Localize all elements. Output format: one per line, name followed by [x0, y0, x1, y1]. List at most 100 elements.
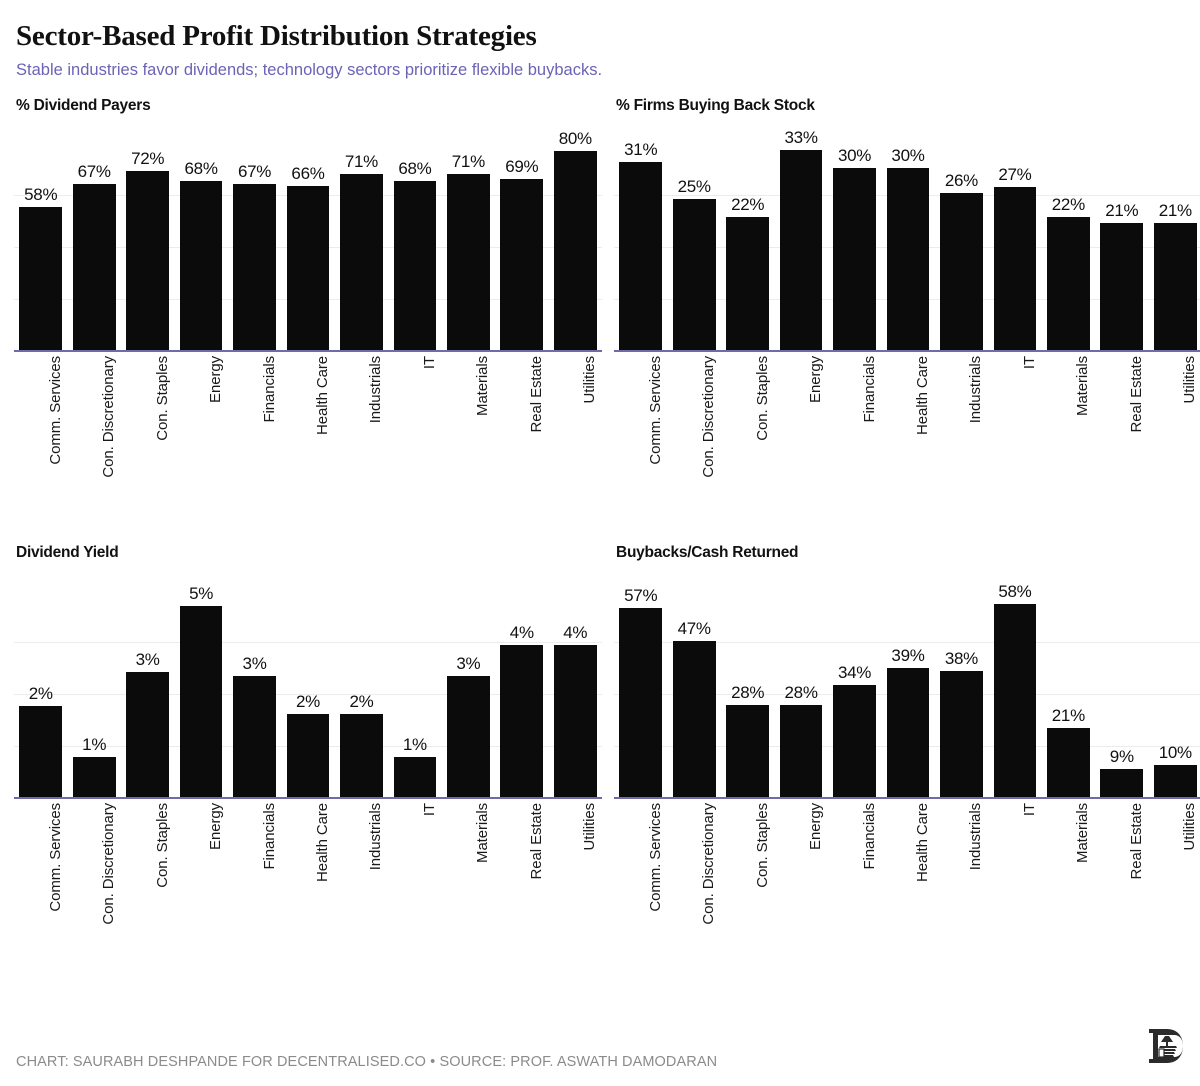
bar[interactable] [500, 178, 544, 352]
xaxis-tick-label: Energy [207, 802, 225, 850]
bar[interactable] [672, 198, 716, 352]
bar-value-label: 21% [1105, 201, 1139, 221]
bar[interactable] [500, 644, 544, 799]
bar[interactable] [886, 168, 930, 352]
bar-value-label: 34% [837, 662, 872, 682]
bar[interactable] [1153, 765, 1197, 799]
bar[interactable] [286, 714, 330, 799]
bar[interactable] [993, 604, 1037, 799]
xaxis-firms-buying-back-stock: Comm. Services Con. Discretionary Con. Sta… [614, 356, 1200, 526]
bar[interactable] [886, 668, 930, 799]
xaxis-tick: IT [988, 356, 1041, 526]
bar-group: 31% [614, 140, 667, 352]
bar[interactable] [446, 173, 490, 352]
bar[interactable] [833, 684, 876, 799]
bar-value-label: 4% [509, 622, 534, 642]
bar[interactable] [72, 183, 116, 352]
panel-title-dividend-payers: % Dividend Payers [16, 96, 151, 114]
bar[interactable] [1046, 728, 1090, 799]
xaxis-tick: Comm. Services [614, 356, 667, 526]
bar[interactable] [126, 171, 169, 352]
xaxis-tick-label: Materials [1074, 355, 1092, 416]
bar-group: 21% [1095, 144, 1148, 352]
bar[interactable] [726, 217, 769, 352]
bar[interactable] [179, 606, 223, 799]
xaxis-tick-label: Industrials [367, 355, 385, 424]
bar-group: 71% [335, 144, 388, 352]
xaxis-tick: Comm. Services [14, 356, 67, 526]
page-subtitle: Stable industries favor dividends; techn… [16, 61, 603, 80]
bar[interactable] [672, 641, 716, 799]
bar[interactable] [779, 704, 823, 799]
bar-value-label: 68% [398, 159, 432, 179]
bar-group: 25% [667, 144, 720, 352]
panel-title-dividend-yield: Dividend Yield [16, 543, 119, 561]
xaxis-tick-label: Financials [860, 802, 878, 870]
bar[interactable] [940, 192, 983, 352]
xaxis-tick-label: Utilities [581, 802, 599, 851]
xaxis-tick-label: Con. Staples [753, 355, 771, 441]
bar[interactable] [446, 675, 490, 799]
bar[interactable] [993, 186, 1037, 352]
xaxis-tick: Materials [442, 803, 495, 973]
axis-baseline [614, 797, 1200, 799]
footer: CHART: SAURABH DESHPANDE FOR DECENTRALIS… [16, 1024, 1186, 1070]
gridline [614, 641, 1200, 643]
bar-group: 1% [67, 591, 120, 799]
bar[interactable] [179, 181, 223, 352]
bar[interactable] [233, 183, 276, 352]
bar-group: 58% [988, 582, 1041, 799]
bar-value-label: 30% [891, 146, 925, 166]
bar[interactable] [619, 162, 663, 352]
xaxis-tick: Industrials [935, 356, 988, 526]
xaxis-tick-label: Health Care [313, 802, 331, 882]
bar-value-label: 22% [731, 195, 765, 215]
bar[interactable] [940, 671, 983, 799]
xaxis-tick: Financials [228, 356, 281, 526]
bar-group: 21% [1042, 591, 1095, 799]
xaxis-tick: Health Care [281, 803, 334, 973]
bar[interactable] [553, 644, 597, 799]
bar-group: 38% [935, 591, 988, 799]
bar[interactable] [233, 675, 276, 799]
plot-firms-buying-back-stock: 31% 25% 22% 33% 30% 30% 26% 27% 22% 21% 21% [614, 128, 1200, 352]
bar-value-label: 21% [1158, 201, 1192, 221]
xaxis-tick: Con. Staples [721, 803, 774, 973]
bar[interactable] [72, 756, 116, 799]
xaxis-tick-label: Comm. Services [646, 802, 664, 912]
xaxis-tick: Con. Staples [721, 356, 774, 526]
bar-value-label: 58% [24, 184, 58, 204]
bar[interactable] [340, 173, 383, 352]
xaxis-tick-label: Comm. Services [646, 355, 664, 465]
bar[interactable] [833, 168, 876, 352]
bar-value-label: 67% [77, 161, 111, 181]
bar[interactable] [779, 150, 823, 352]
bar-group: 22% [1042, 144, 1095, 352]
bar[interactable] [1153, 223, 1197, 352]
bar[interactable] [19, 206, 63, 352]
bar[interactable] [726, 704, 769, 799]
bar[interactable] [1100, 768, 1144, 799]
panel-title-buybacks-cash-returned: Buybacks/Cash Returned [616, 543, 799, 561]
bar[interactable] [19, 706, 63, 799]
bar-value-label: 9% [1109, 746, 1134, 766]
bar[interactable] [1046, 217, 1090, 352]
bar[interactable] [126, 671, 169, 799]
bar-value-label: 27% [998, 164, 1032, 184]
bar[interactable] [393, 756, 437, 799]
xaxis-tick: IT [988, 803, 1041, 973]
bar-group: 34% [828, 591, 881, 799]
bar-value-label: 39% [891, 646, 925, 666]
bar-value-label: 21% [1051, 706, 1085, 726]
bar[interactable] [340, 714, 383, 799]
bar[interactable] [286, 186, 330, 352]
xaxis-tick-label: Con. Discretionary [700, 355, 718, 478]
bar[interactable] [1100, 223, 1144, 352]
bar-group: 30% [828, 144, 881, 352]
bar-group: 5% [174, 584, 227, 799]
bar[interactable] [393, 181, 437, 352]
bar[interactable] [619, 607, 663, 799]
bar-group: 2% [281, 591, 334, 799]
bar[interactable] [553, 151, 597, 352]
bar-value-label: 30% [837, 146, 872, 166]
